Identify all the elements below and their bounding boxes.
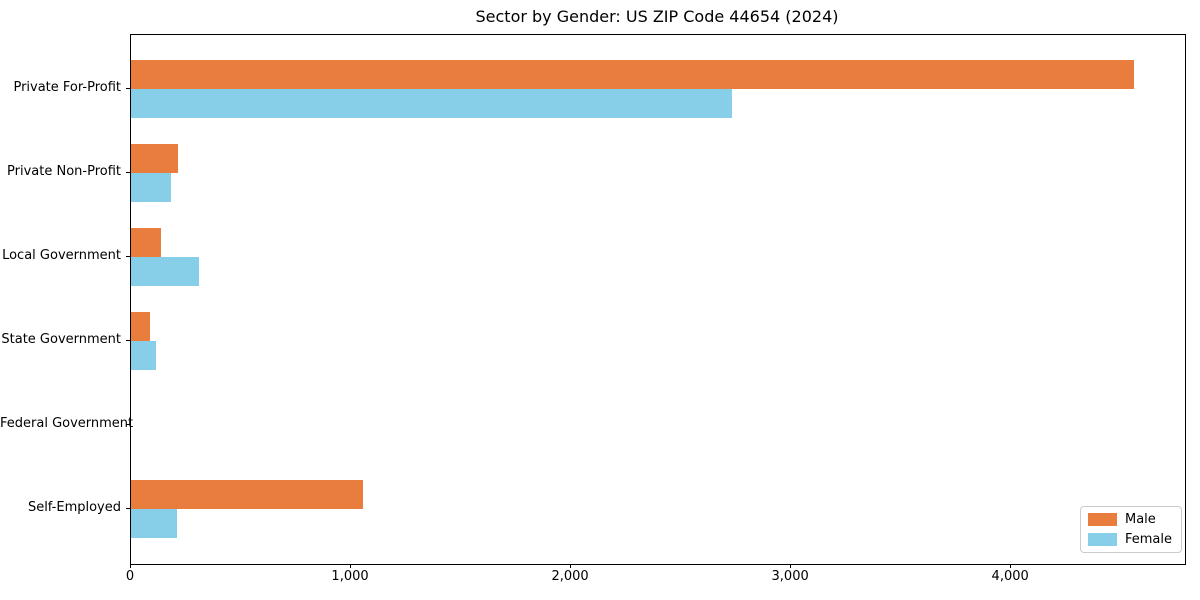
x-tick-mark bbox=[1010, 564, 1012, 568]
y-tick-mark bbox=[126, 172, 130, 173]
x-tick-mark bbox=[130, 564, 131, 568]
x-tick-label: 2,000 bbox=[551, 569, 589, 584]
bar-female-state-government bbox=[131, 341, 156, 370]
legend-label-male: Male bbox=[1124, 512, 1156, 527]
chart-title: Sector by Gender: US ZIP Code 44654 (202… bbox=[475, 7, 839, 26]
bar-male-local-government bbox=[131, 228, 161, 257]
y-tick-mark bbox=[126, 88, 130, 89]
legend-swatch-female bbox=[1087, 533, 1117, 546]
x-tick-label: 0 bbox=[125, 569, 135, 584]
y-tick-label: Private For-Profit bbox=[13, 80, 121, 95]
y-tick-label: Self-Employed bbox=[27, 500, 121, 515]
legend-item-female: Female bbox=[1087, 532, 1172, 547]
bar-female-self-employed bbox=[131, 509, 177, 538]
y-tick-label: State Government bbox=[1, 332, 121, 347]
bar-male-state-government bbox=[131, 312, 150, 341]
y-tick-label: Private Non-Profit bbox=[7, 164, 121, 179]
bar-male-private-for-profit bbox=[131, 60, 1134, 89]
plot-area: Male Female bbox=[130, 34, 1186, 565]
x-tick-label: 3,000 bbox=[771, 569, 809, 584]
x-tick-mark bbox=[790, 564, 792, 568]
x-tick-label: 4,000 bbox=[991, 569, 1029, 584]
legend-swatch-male bbox=[1087, 513, 1117, 526]
y-tick-label: Local Government bbox=[2, 248, 121, 263]
x-tick-mark bbox=[350, 564, 352, 568]
x-tick-mark bbox=[570, 564, 572, 568]
legend-item-male: Male bbox=[1087, 512, 1172, 527]
bar-female-local-government bbox=[131, 257, 199, 286]
bar-female-private-non-profit bbox=[131, 173, 171, 202]
x-tick-label: 1,000 bbox=[331, 569, 369, 584]
bar-female-private-for-profit bbox=[131, 89, 732, 118]
legend: Male Female bbox=[1079, 506, 1182, 553]
y-tick-mark bbox=[126, 424, 130, 425]
y-tick-mark bbox=[126, 340, 130, 341]
y-tick-label: Federal Government bbox=[0, 416, 134, 431]
y-tick-mark bbox=[126, 508, 130, 509]
y-tick-mark bbox=[126, 256, 130, 257]
bar-male-self-employed bbox=[131, 480, 363, 509]
bar-male-private-non-profit bbox=[131, 144, 178, 173]
legend-label-female: Female bbox=[1124, 532, 1172, 547]
